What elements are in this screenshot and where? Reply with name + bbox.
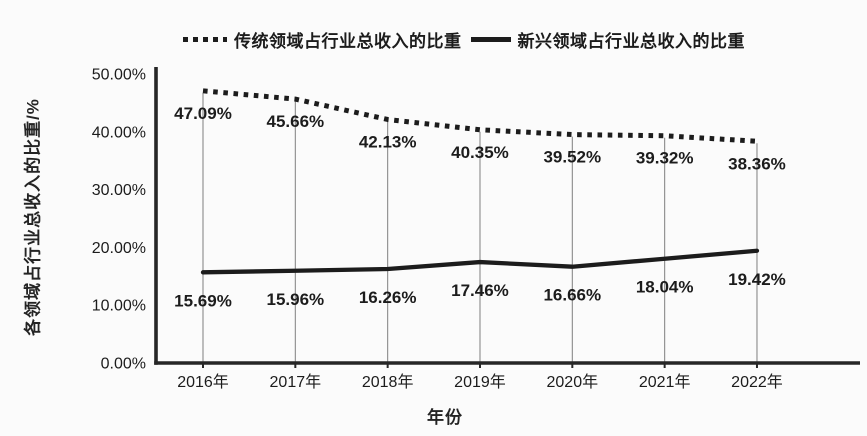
dotted-line-swatch — [183, 37, 227, 42]
y-tick-label: 30.00% — [92, 182, 146, 199]
data-label: 17.46% — [451, 281, 509, 300]
data-label: 42.13% — [359, 132, 417, 151]
data-label: 39.32% — [636, 149, 694, 168]
data-label: 40.35% — [451, 143, 509, 162]
x-tick-label: 2021年 — [639, 373, 691, 391]
data-label: 39.52% — [543, 148, 601, 167]
data-label: 38.36% — [728, 154, 786, 173]
x-tick-label: 2019年 — [454, 373, 506, 391]
x-tick-label: 2016年 — [177, 373, 229, 391]
legend-label-traditional: 传统领域占行业总收入的比重 — [234, 32, 462, 51]
data-label: 16.26% — [359, 288, 417, 307]
legend-item-emerging: 新兴领域占行业总收入的比重 — [470, 27, 746, 52]
data-label: 19.42% — [728, 270, 786, 289]
data-label: 47.09% — [174, 104, 232, 123]
x-tick-label: 2018年 — [362, 373, 414, 391]
x-tick-label: 2017年 — [270, 373, 322, 391]
series-line-emerging — [200, 248, 760, 275]
y-tick-label: 10.00% — [92, 298, 146, 315]
series-line-traditional — [202, 88, 758, 144]
data-label: 45.66% — [266, 112, 324, 131]
x-tick-label: 2022年 — [731, 373, 783, 391]
legend-item-traditional: 传统领域占行业总收入的比重 — [183, 27, 462, 52]
legend-label-emerging: 新兴领域占行业总收入的比重 — [517, 32, 745, 51]
x-axis-title: 年份 — [427, 408, 463, 427]
x-tick-label: 2020年 — [547, 373, 599, 391]
data-label: 18.04% — [636, 278, 694, 297]
y-tick-label: 0.00% — [101, 356, 146, 373]
solid-line-swatch — [470, 37, 511, 42]
y-tick-label: 50.00% — [92, 67, 146, 84]
chart-legend: 传统领域占行业总收入的比重 新兴领域占行业总收入的比重 — [183, 27, 745, 52]
data-label: 16.66% — [543, 286, 601, 305]
y-tick-label: 20.00% — [92, 240, 146, 257]
data-label: 15.69% — [174, 291, 232, 310]
data-label: 15.96% — [266, 290, 324, 309]
y-tick-label: 40.00% — [92, 124, 146, 141]
